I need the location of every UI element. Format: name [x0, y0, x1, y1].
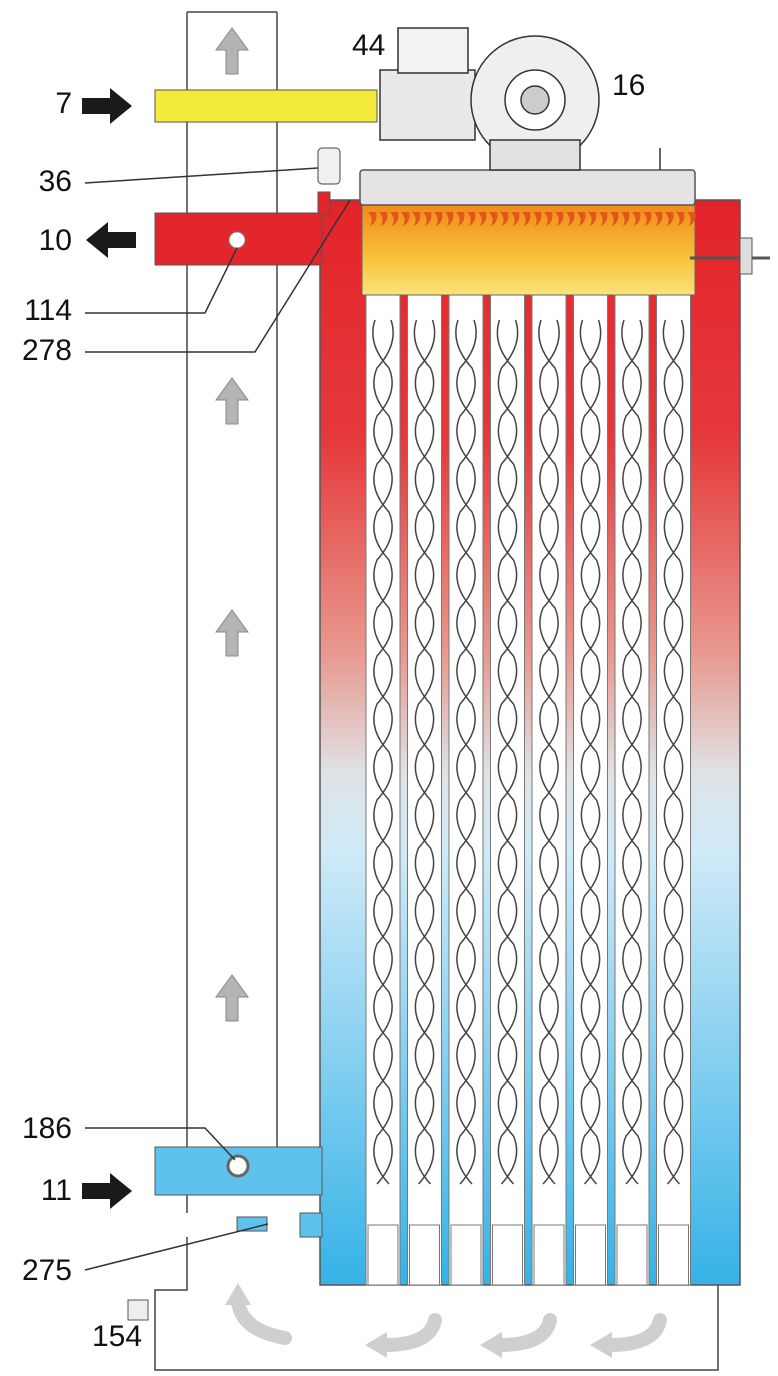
flue	[154, 11, 719, 1371]
flame	[544, 212, 553, 226]
turbulator	[497, 319, 519, 1185]
vent-pipe	[317, 191, 331, 215]
turbulator	[539, 319, 560, 1185]
tube-foot	[409, 1224, 440, 1286]
label: 275	[22, 1254, 72, 1287]
label: 7	[55, 87, 72, 120]
label: 44	[352, 29, 385, 62]
label: 10	[39, 224, 72, 257]
flame	[423, 212, 432, 226]
turbulator	[413, 319, 435, 1185]
flame	[456, 212, 465, 226]
tube-foot	[367, 1224, 399, 1286]
turbulator	[579, 319, 601, 1185]
tube	[407, 294, 442, 1286]
flame	[599, 212, 608, 226]
tube-foot	[492, 1224, 523, 1286]
tube	[614, 294, 650, 1286]
burner	[379, 27, 661, 171]
tube-foot	[533, 1224, 565, 1286]
flame	[489, 212, 498, 226]
turbulator	[622, 319, 643, 1185]
turbulator	[372, 319, 393, 1185]
drain-valve	[236, 1216, 268, 1232]
tube	[573, 294, 608, 1286]
sensor-well	[228, 231, 246, 249]
flame	[643, 212, 652, 226]
turbulator	[496, 319, 518, 1185]
lid	[359, 169, 696, 206]
gas-pipe	[154, 89, 378, 123]
flame	[522, 212, 531, 226]
label: 36	[39, 165, 72, 198]
flame	[500, 212, 509, 226]
turbulator	[538, 319, 559, 1185]
air-vent	[317, 147, 341, 185]
turbulator	[456, 319, 477, 1185]
tube-foot	[616, 1224, 648, 1286]
label: 16	[612, 69, 645, 102]
leader-lines	[84, 167, 351, 1271]
flame	[368, 212, 377, 226]
flame	[511, 212, 520, 226]
tube	[531, 294, 567, 1286]
flame	[533, 212, 542, 226]
flame	[665, 212, 674, 226]
flame	[610, 212, 619, 226]
label: 186	[22, 1112, 72, 1145]
turbulator	[621, 319, 642, 1185]
flames	[368, 212, 696, 226]
tube	[365, 294, 401, 1286]
flame	[401, 212, 410, 226]
flame	[555, 212, 564, 226]
flame	[676, 212, 685, 226]
flame	[687, 212, 696, 226]
flame	[412, 212, 421, 226]
label: 278	[22, 334, 72, 367]
flame	[654, 212, 663, 226]
flame	[445, 212, 454, 226]
flame	[379, 212, 388, 226]
bottom-arrows	[231, 1293, 667, 1352]
flow-arrows	[82, 88, 136, 1209]
inlet-fitting	[226, 1154, 250, 1178]
condensate-outlet	[127, 1299, 149, 1321]
tube	[490, 294, 525, 1286]
flame	[390, 212, 399, 226]
tube-foot	[575, 1224, 606, 1286]
label: 154	[92, 1320, 142, 1353]
flame	[621, 212, 630, 226]
turbulator	[662, 319, 684, 1185]
flame	[577, 212, 586, 226]
hot-water-outlet	[154, 212, 323, 266]
label: 11	[41, 1174, 72, 1207]
probe-head	[739, 237, 753, 275]
turbulator	[373, 319, 394, 1185]
bottom-arrowheads	[225, 1283, 612, 1358]
flue-arrows	[215, 27, 249, 1022]
tube-foot	[658, 1224, 689, 1286]
flame	[566, 212, 575, 226]
flame	[632, 212, 641, 226]
turbulator	[455, 319, 476, 1185]
fire-tubes	[365, 294, 691, 1286]
turbulator	[414, 319, 436, 1185]
tube	[448, 294, 484, 1286]
turbulator	[663, 319, 685, 1185]
tube	[656, 294, 691, 1286]
flame	[478, 212, 487, 226]
flame	[434, 212, 443, 226]
tube-foot	[450, 1224, 482, 1286]
drain-stub	[299, 1212, 323, 1238]
turbulator	[580, 319, 602, 1185]
label: 114	[24, 294, 72, 327]
flame	[467, 212, 476, 226]
flame	[588, 212, 597, 226]
